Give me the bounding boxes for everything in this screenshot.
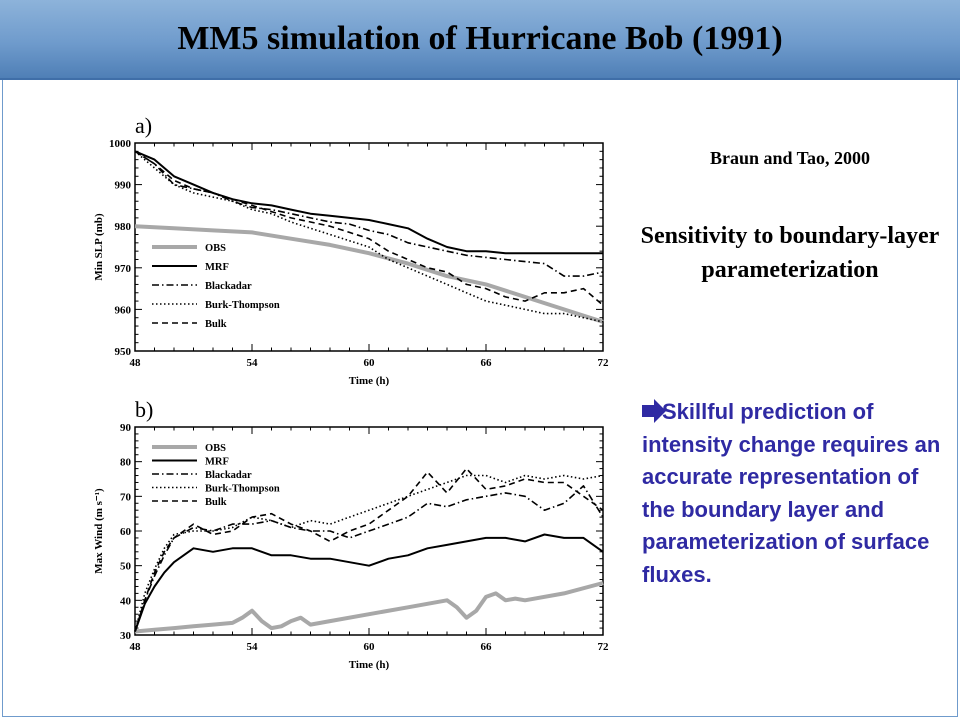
slide-title: MM5 simulation of Hurricane Bob (1991) [177, 20, 783, 57]
series-line-burk-thompson [134, 150, 604, 323]
charts-area: 48 54 60 66 72 950 960 970 980 990 1000 Time (h) Min… [93, 113, 609, 671]
x-tick-label: 66 [481, 641, 493, 653]
legend-label: Bulk [205, 319, 227, 330]
series-line-blackadar [134, 150, 604, 277]
series-line-burk-thompson [134, 474, 604, 632]
y-tick-label: 990 [115, 180, 132, 192]
x-axis-label: Time (h) [349, 375, 390, 387]
x-tick-label: 54 [247, 357, 259, 369]
y-tick-label: 90 [120, 422, 132, 434]
legend-label: OBS [205, 443, 226, 454]
series-line-bulk [134, 150, 604, 306]
legend-label: MRF [205, 262, 229, 273]
y-tick-label: 980 [115, 221, 132, 233]
chart-panel-1: 48 54 60 66 72 950 960 970 980 990 1000 Time (h) Min… [93, 113, 609, 387]
x-tick-label: 72 [598, 641, 610, 653]
legend-label: Burk-Thompson [205, 484, 280, 495]
y-axis-label: Min SLP (mb) [93, 213, 105, 281]
y-tick-label: 970 [115, 263, 132, 275]
series-line-mrf [134, 533, 604, 632]
legend-label: OBS [205, 243, 226, 254]
series-line-obs [134, 581, 604, 634]
x-tick-label: 48 [130, 641, 142, 653]
citation: Braun and Tao, 2000 [709, 148, 871, 168]
arrow-right-icon [642, 399, 666, 424]
x-tick-label: 66 [481, 357, 493, 369]
legend-label: Bulk [205, 497, 227, 508]
x-tick-label: 72 [598, 357, 610, 369]
x-tick-label: 54 [247, 641, 259, 653]
y-tick-label: 70 [120, 491, 132, 503]
y-tick-label: 60 [120, 526, 132, 538]
x-tick-label: 60 [364, 641, 376, 653]
subtitle: Sensitivity to boundary-layer parameteri… [640, 223, 940, 283]
y-tick-label: 40 [120, 595, 132, 607]
legend-label: Blackadar [205, 470, 252, 481]
panel-label: a) [135, 113, 152, 138]
slide-frame [2, 80, 958, 717]
chart-panel-2: 48 54 60 66 72 30 40 50 60 70 80 90 Time (h) Max Wind… [93, 397, 609, 671]
y-tick-label: 50 [120, 561, 132, 573]
x-axis-label: Time (h) [349, 659, 390, 671]
title-bar [0, 0, 960, 80]
y-tick-label: 30 [120, 630, 132, 642]
series-line-obs [134, 224, 604, 324]
legend-label: MRF [205, 457, 229, 468]
bullet-text: Skillful prediction of intensity change … [642, 399, 941, 587]
y-axis-label: Max Wind (m s⁻¹) [93, 488, 105, 574]
legend-label: Blackadar [205, 281, 252, 292]
y-tick-label: 1000 [109, 138, 132, 150]
y-tick-label: 950 [115, 346, 132, 358]
bullet-point: Skillful prediction of intensity change … [642, 396, 942, 591]
panel-label: b) [135, 397, 153, 422]
x-tick-label: 48 [130, 357, 142, 369]
legend-label: Burk-Thompson [205, 300, 280, 311]
y-tick-label: 80 [120, 457, 132, 469]
x-tick-label: 60 [364, 357, 376, 369]
y-tick-label: 960 [115, 304, 132, 316]
